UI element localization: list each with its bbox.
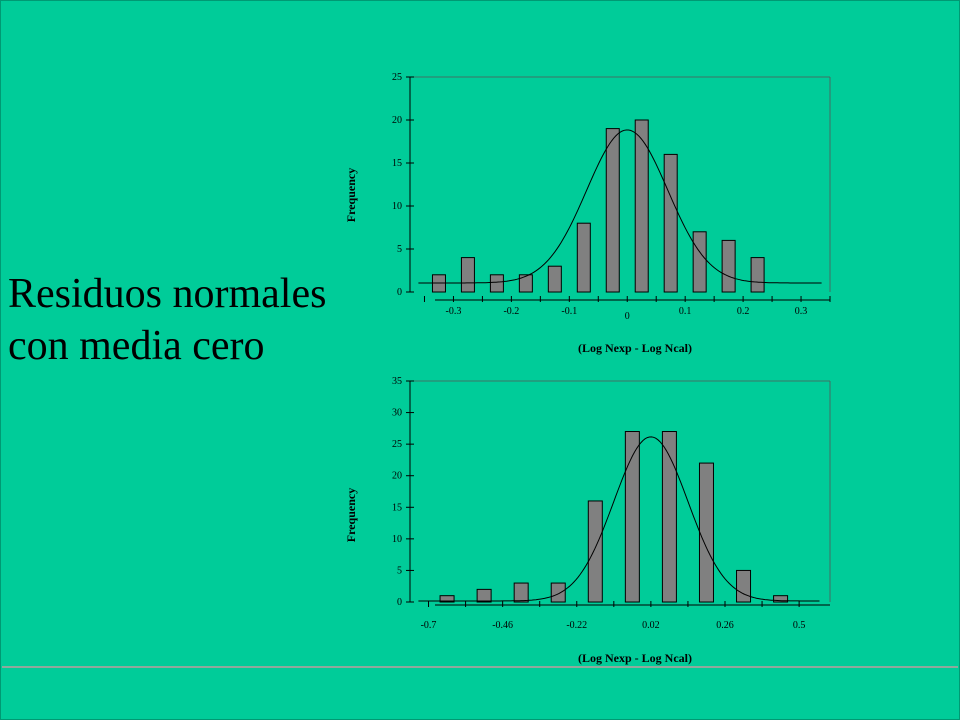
histogram-bar [587, 500, 603, 603]
x-axis-title: (Log Nexp - Log Ncal) [578, 341, 692, 355]
y-tick-label: 15 [392, 158, 402, 169]
x-tick-label: -0.46 [492, 620, 513, 631]
histogram-bar [721, 239, 736, 293]
histogram-bar [750, 257, 765, 293]
bottom-divider [2, 666, 958, 668]
y-tick-label: 25 [392, 439, 402, 450]
x-tick-label: 0.5 [793, 620, 806, 631]
y-tick-label: 10 [392, 534, 402, 545]
histogram-bar [489, 274, 504, 293]
y-tick-label: 25 [392, 72, 402, 83]
histogram-bar [550, 582, 566, 603]
y-tick-label: 30 [392, 408, 402, 419]
histogram-bar [634, 119, 649, 293]
x-tick-label: 0.1 [679, 306, 692, 317]
y-tick-label: 20 [392, 471, 402, 482]
y-tick-label: 15 [392, 502, 402, 513]
y-tick-label: 0 [397, 287, 402, 298]
y-tick-label: 5 [397, 244, 402, 255]
x-tick-label: -0.1 [561, 306, 577, 317]
x-tick-label: 0.26 [716, 620, 734, 631]
x-tick-label: 0.2 [737, 306, 750, 317]
histogram-bar [518, 274, 533, 293]
x-tick-label: -0.7 [421, 620, 437, 631]
y-tick-label: 5 [397, 565, 402, 576]
y-axis-title: Frequency [344, 488, 358, 542]
histogram-bar [624, 431, 640, 603]
y-tick-label: 0 [397, 597, 402, 608]
caption-line-1: Residuos normales [8, 271, 327, 317]
y-tick-label: 20 [392, 115, 402, 126]
x-tick-label: 0 [625, 311, 630, 322]
caption-line-2: con media cero [8, 323, 265, 369]
slide-caption: Residuos normales con media cero [8, 268, 326, 372]
histogram-bar [661, 431, 677, 603]
histogram-bar [439, 595, 455, 603]
histogram-bar [773, 595, 789, 603]
histogram-bar [476, 588, 492, 603]
normal-curve [418, 129, 822, 284]
histogram-bar [547, 265, 562, 293]
x-tick-label: -0.3 [446, 306, 462, 317]
histogram-bar [736, 569, 752, 603]
x-tick-label: -0.22 [566, 620, 587, 631]
histogram-bar [576, 222, 591, 293]
y-tick-label: 10 [392, 201, 402, 212]
x-tick-label: 0.02 [642, 620, 660, 631]
histogram-bar [513, 582, 529, 603]
x-tick-label: -0.2 [503, 306, 519, 317]
x-tick-label: 0.3 [795, 306, 808, 317]
histogram-bar [698, 462, 714, 603]
y-tick-label: 35 [392, 376, 402, 387]
normal-curve [418, 436, 820, 602]
x-axis-title: (Log Nexp - Log Ncal) [578, 651, 692, 665]
y-axis-title: Frequency [344, 168, 358, 222]
histogram-bar [605, 128, 620, 293]
